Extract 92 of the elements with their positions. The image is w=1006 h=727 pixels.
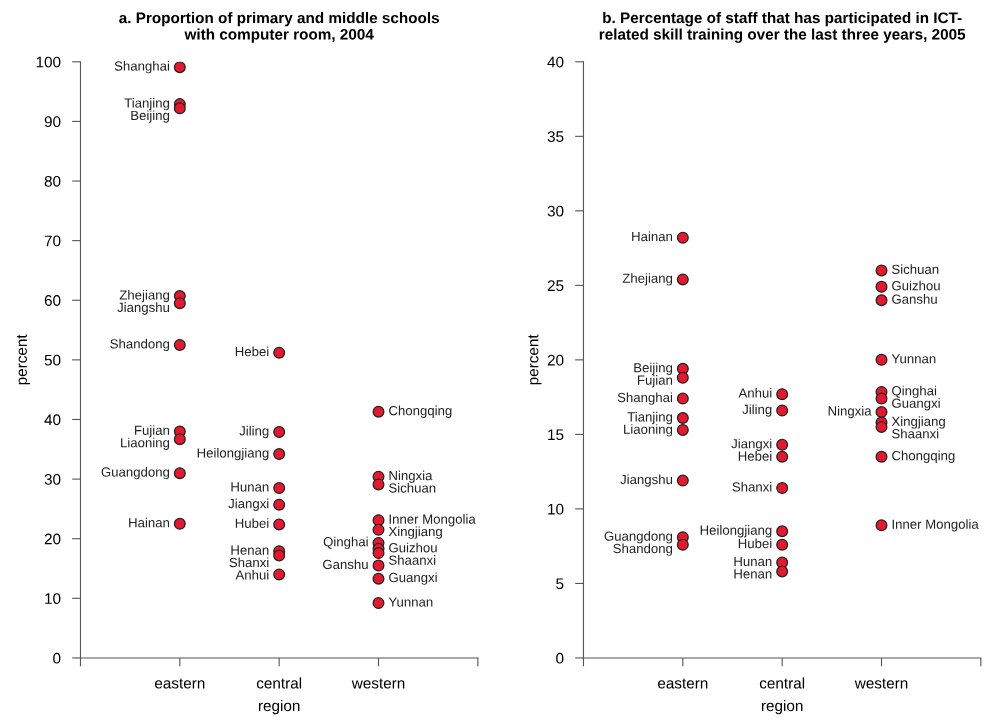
annotation: Xingjiang — [891, 416, 945, 429]
y-tick-label: 80 — [44, 175, 61, 187]
y-tick-label: 30 — [44, 473, 61, 485]
annotation: Hainan — [632, 231, 673, 242]
annotation: Sichuan — [892, 264, 939, 274]
y-tick-label: 100 — [36, 56, 61, 68]
y-axis-title: percent — [528, 334, 542, 385]
annotation: Liaoning — [624, 424, 673, 437]
annotation: Guizhou — [389, 542, 437, 553]
annotation: Jiling — [742, 404, 772, 417]
annotation: Ganshu — [323, 559, 368, 570]
annotation: Hebei — [235, 346, 269, 357]
annotation: Jiangxi — [228, 498, 269, 511]
annotation: Shandong — [110, 338, 170, 352]
annotation: Hubei — [738, 538, 772, 549]
y-tick-label: 90 — [44, 116, 61, 128]
annotation: Hunan — [734, 556, 772, 567]
y-tick-label: 35 — [547, 131, 564, 142]
annotation: Qinghai — [892, 385, 937, 399]
annotation: Fujian — [638, 375, 673, 388]
annotation: Guangxi — [892, 398, 940, 411]
annotation: Chongqing — [892, 450, 955, 463]
annotation: Beijing — [634, 362, 673, 375]
y-axis-title: percent — [16, 334, 30, 385]
annotation: Shaanxi — [892, 428, 939, 439]
annotation: Fujian — [135, 425, 170, 438]
annotation: Zhejiang — [622, 273, 673, 286]
annotation: Shandong — [613, 543, 673, 556]
annotation: Xingjiang — [388, 526, 442, 539]
annotation: Yunnan — [891, 354, 936, 364]
annotation: Qinghai — [323, 536, 368, 550]
y-tick-label: 70 — [44, 235, 61, 247]
annotation: Shanghai — [114, 61, 169, 74]
y-tick-label: 20 — [44, 533, 61, 545]
y-tick-label: 40 — [547, 56, 564, 68]
x-tick-label: central — [256, 677, 302, 689]
y-tick-label: 50 — [44, 354, 61, 366]
annotation: Hainan — [129, 517, 170, 528]
y-tick-label: 0 — [53, 652, 61, 664]
annotation: Henan — [231, 545, 269, 555]
y-tick-label: 10 — [45, 593, 61, 605]
annotation: Hubei — [235, 518, 269, 528]
annotation: Shanxi — [229, 557, 269, 568]
x-tick-label: central — [759, 677, 805, 689]
y-tick-label: 15 — [548, 429, 564, 441]
annotation: Guizhou — [892, 280, 940, 291]
annotation: Heilongjiang — [700, 525, 772, 538]
annotation: Inner Mongolia — [389, 514, 476, 527]
y-tick-label: 60 — [44, 295, 61, 306]
annotation: Jiangshu — [620, 474, 673, 487]
annotation: Yunnan — [388, 597, 433, 607]
annotation: Liaoning — [121, 437, 170, 450]
y-tick-label: 25 — [547, 280, 564, 292]
annotation: Zhejiang — [119, 289, 170, 303]
x-tick-label: western — [351, 678, 405, 689]
y-tick-label: 20 — [547, 354, 564, 366]
x-axis-title: region — [761, 699, 803, 715]
annotation: Ganshu — [892, 294, 937, 304]
annotation: Tianjing — [627, 411, 673, 425]
annotation: Henan — [734, 569, 772, 579]
annotation: Ningxia — [389, 470, 433, 483]
annotation: Shaanxi — [389, 555, 436, 565]
annotation: Shanxi — [732, 481, 772, 492]
y-tick-label: 10 — [548, 503, 564, 515]
annotation: Inner Mongolia — [892, 519, 979, 532]
y-tick-label: 5 — [556, 578, 564, 590]
annotation: Beijing — [131, 110, 170, 123]
annotation: Sichuan — [389, 482, 436, 493]
annotation: Guangdong — [604, 531, 673, 544]
annotation: Jiangshu — [117, 302, 170, 315]
y-tick-label: 40 — [44, 414, 61, 426]
annotation: Guangdong — [101, 466, 170, 480]
chart-title: a. Proportion of primary and middle schools with computer room, 2004 — [119, 12, 439, 43]
annotation: Shanghai — [617, 392, 672, 405]
annotation: Tianjing — [124, 97, 170, 111]
chart-title: b. Percentage of staff that has participated in ICT- related skill training over the last three years, 2005 — [599, 11, 966, 43]
annotation: Jiangxi — [731, 438, 772, 451]
y-tick-label: 30 — [547, 205, 564, 217]
x-tick-label: western — [854, 678, 908, 689]
annotation: Hebei — [738, 451, 772, 461]
x-axis-title: region — [258, 699, 300, 715]
annotation: Ningxia — [828, 405, 872, 419]
x-tick-label: eastern — [657, 678, 708, 689]
annotation: Hunan — [231, 482, 269, 492]
y-tick-label: 0 — [556, 652, 564, 664]
annotation: Anhui — [738, 387, 772, 398]
annotation: Chongqing — [389, 405, 452, 418]
x-tick-label: eastern — [154, 678, 205, 689]
annotation: Heilongjiang — [197, 447, 269, 461]
annotation: Guangxi — [389, 572, 437, 585]
annotation: Anhui — [235, 569, 269, 580]
annotation: Jiling — [239, 425, 269, 439]
